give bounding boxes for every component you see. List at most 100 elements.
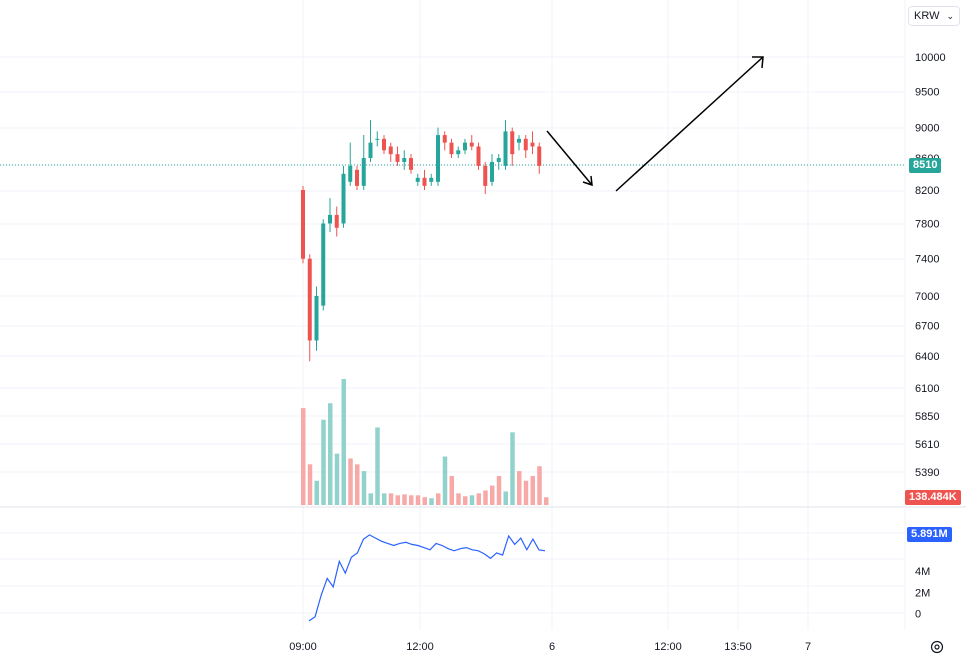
- volume-bar: [503, 491, 508, 505]
- time-tick-label: 7: [805, 641, 811, 653]
- candle: [361, 135, 366, 190]
- candle: [334, 206, 339, 237]
- volume-bar: [544, 497, 549, 505]
- volume-bar: [321, 419, 326, 505]
- price-tick-label: 9000: [915, 123, 939, 135]
- candle: [307, 254, 312, 362]
- price-candles: [301, 120, 542, 362]
- indicator-axis: 4M 2M 0: [915, 566, 930, 621]
- price-tick-label: 5850: [915, 411, 939, 423]
- volume-bar: [422, 497, 427, 505]
- volume-histogram: [301, 379, 549, 505]
- volume-bar: [328, 403, 333, 505]
- time-tick-label: 13:50: [724, 641, 752, 653]
- volume-bar: [442, 456, 448, 505]
- volume-bar: [395, 495, 400, 505]
- volume-bar: [314, 480, 319, 505]
- candle: [449, 138, 454, 159]
- candle: [510, 127, 515, 166]
- volume-bar: [402, 494, 407, 505]
- time-tick-label: 12:00: [406, 641, 434, 653]
- candle: [503, 120, 508, 170]
- candle: [442, 131, 447, 151]
- up-arrow-drawing: [615, 56, 764, 192]
- volume-bar: [523, 480, 529, 505]
- volume-bar: [388, 493, 394, 505]
- candle: [469, 135, 474, 151]
- volume-bar: [334, 453, 340, 505]
- indicator-tick-label: 4M: [915, 566, 930, 578]
- volume-bar: [409, 495, 414, 505]
- volume-bar: [382, 493, 387, 505]
- volume-bar: [449, 475, 454, 505]
- volume-bar: [530, 475, 535, 505]
- last-volume-badge: 138.484K: [905, 490, 961, 505]
- price-tick-label: 7000: [915, 291, 939, 303]
- volume-bar: [348, 458, 353, 505]
- price-tick-label: 7400: [915, 254, 939, 266]
- volume-bar: [429, 498, 434, 505]
- price-axis: 1000095009000860082007800740070006700640…: [915, 52, 946, 479]
- volume-bar: [341, 379, 346, 505]
- candle: [496, 154, 501, 170]
- candle: [355, 165, 359, 190]
- volume-bar: [375, 427, 380, 505]
- volume-bar: [510, 432, 515, 505]
- candle: [436, 127, 440, 186]
- indicator-line: [308, 534, 546, 622]
- candle: [395, 146, 400, 166]
- time-tick-label: 12:00: [654, 641, 682, 653]
- price-tick-label: 6700: [915, 320, 939, 332]
- price-tick-label: 5390: [915, 467, 939, 479]
- chart-grid: [0, 0, 905, 630]
- candle: [429, 173, 434, 186]
- candle: [328, 198, 332, 233]
- candle: [375, 131, 380, 147]
- candle: [388, 142, 393, 162]
- candle: [368, 120, 373, 162]
- candle: [490, 154, 494, 186]
- volume-bar: [517, 471, 522, 505]
- candle: [314, 286, 319, 351]
- volume-bar: [490, 485, 495, 505]
- gear-icon[interactable]: [929, 639, 945, 655]
- candle: [476, 142, 481, 170]
- price-tick-label: 9500: [915, 86, 939, 98]
- volume-bar: [456, 493, 461, 505]
- price-tick-label: 5610: [915, 439, 939, 451]
- volume-bar: [469, 495, 475, 505]
- last-price-badge: 8510: [909, 158, 942, 173]
- volume-bar: [537, 466, 542, 505]
- candle: [456, 146, 461, 159]
- price-tick-label: 7800: [915, 218, 939, 230]
- candle: [523, 135, 528, 159]
- candle: [530, 131, 535, 155]
- chevron-down-icon: ⌄: [946, 10, 954, 21]
- time-tick-label: 6: [549, 641, 555, 653]
- volume-bar: [483, 490, 488, 505]
- down-arrow-drawing: [546, 130, 593, 187]
- volume-bar: [476, 493, 481, 505]
- candle: [517, 135, 521, 151]
- time-tick-label: 09:00: [289, 641, 317, 653]
- candle: [348, 142, 353, 186]
- indicator-tick-label: 0: [915, 609, 921, 621]
- volume-bar: [415, 495, 421, 505]
- candle: [415, 173, 420, 186]
- price-tick-label: 8200: [915, 185, 939, 197]
- price-tick-label: 6100: [915, 383, 939, 395]
- candle: [422, 169, 427, 190]
- candle: [301, 185, 305, 264]
- candle: [483, 161, 488, 195]
- candle: [537, 142, 542, 174]
- candle: [463, 138, 467, 155]
- volume-bar: [368, 493, 373, 505]
- candle: [341, 165, 346, 228]
- currency-select[interactable]: KRW ⌄: [908, 6, 960, 26]
- volume-bar: [436, 493, 441, 505]
- volume-bar: [355, 464, 360, 505]
- candle: [402, 150, 407, 170]
- currency-label: KRW: [914, 10, 940, 22]
- volume-bar: [301, 408, 306, 505]
